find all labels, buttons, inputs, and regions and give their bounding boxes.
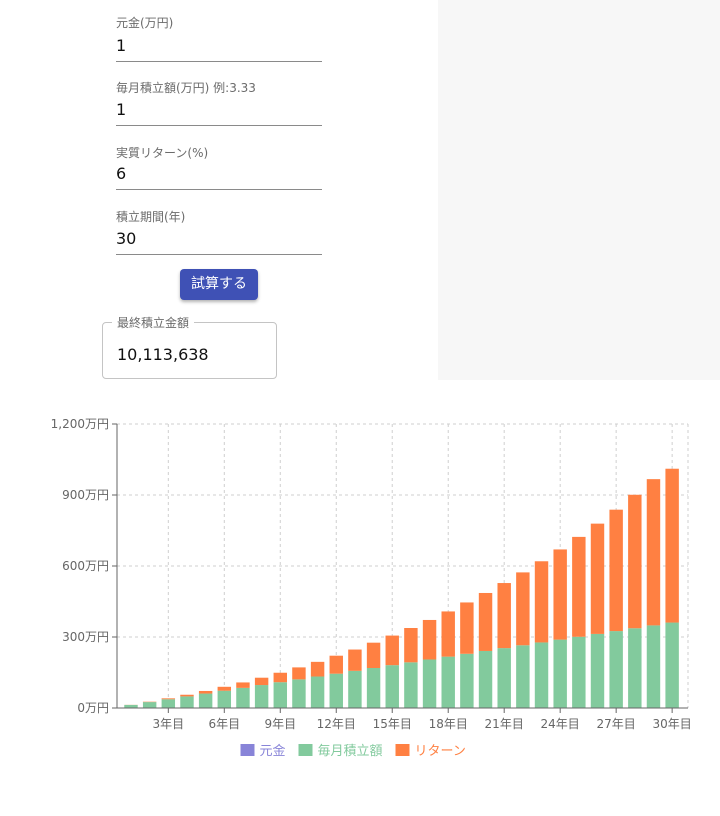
monthly-field[interactable]: 毎月積立額(万円) 例:3.33 1 (116, 77, 322, 126)
bar-return-30 (665, 468, 679, 623)
x-tick-label: 6年目 (208, 717, 240, 731)
bar-return-19 (460, 602, 474, 654)
x-tick-label: 30年目 (652, 717, 691, 731)
bar-monthly-2 (142, 702, 157, 708)
bar-monthly-3 (161, 699, 176, 708)
bar-return-3 (161, 698, 176, 700)
bar-return-22 (516, 572, 530, 646)
bar-monthly-24 (553, 639, 567, 708)
legend-label: リターン (415, 744, 466, 759)
bar-monthly-20 (478, 650, 493, 708)
bar-return-9 (273, 672, 287, 683)
bar-return-27 (609, 509, 623, 632)
bar-monthly-4 (180, 696, 194, 708)
y-tick-label: 0万円 (77, 701, 109, 715)
bar-monthly-12 (329, 673, 343, 708)
bar-return-4 (180, 694, 194, 697)
return-rate-field[interactable]: 実質リターン(%) 6 (116, 142, 322, 190)
bar-monthly-6 (217, 690, 232, 708)
bar-return-20 (478, 592, 493, 651)
bar-return-29 (646, 479, 661, 626)
bar-monthly-29 (646, 625, 661, 708)
period-field[interactable]: 積立期間(年) 30 (116, 206, 322, 255)
bar-monthly-16 (404, 662, 418, 708)
bar-return-10 (292, 667, 306, 680)
x-tick-label: 3年目 (152, 717, 184, 731)
bar-return-6 (217, 686, 232, 691)
bar-monthly-5 (198, 693, 213, 708)
bar-return-12 (329, 655, 343, 674)
legend-swatch (298, 744, 313, 756)
right-panel (438, 0, 720, 380)
bar-monthly-13 (348, 670, 362, 708)
period-label: 積立期間(年) (116, 210, 186, 224)
bar-return-13 (348, 649, 362, 671)
bar-return-11 (310, 661, 325, 677)
principal-label: 元金(万円) (116, 16, 174, 30)
bar-return-18 (441, 611, 455, 657)
bar-return-5 (198, 690, 213, 694)
bar-return-14 (366, 642, 381, 669)
x-tick-label: 27年目 (597, 717, 636, 731)
result-box: 最終積立金額 10,113,638 (102, 314, 277, 379)
y-tick-label: 300万円 (62, 630, 109, 644)
bar-return-28 (628, 494, 642, 629)
period-input[interactable]: 30 (116, 229, 137, 248)
x-tick-label: 18年目 (429, 717, 468, 731)
bar-monthly-23 (534, 642, 549, 708)
bar-monthly-26 (590, 633, 605, 708)
bar-return-23 (534, 561, 549, 643)
bar-monthly-15 (385, 665, 399, 708)
bar-monthly-7 (236, 687, 250, 708)
bar-monthly-19 (460, 653, 474, 708)
principal-field[interactable]: 元金(万円) 1 (116, 12, 322, 62)
bar-monthly-22 (516, 645, 530, 708)
result-value: 10,113,638 (117, 345, 209, 364)
calculate-button[interactable]: 試算する (180, 269, 258, 300)
y-tick-label: 1,200万円 (51, 417, 109, 431)
return-rate-label: 実質リターン(%) (116, 146, 209, 160)
legend-swatch (240, 744, 255, 756)
x-tick-label: 12年目 (317, 717, 356, 731)
bar-monthly-27 (609, 631, 623, 708)
x-tick-label: 24年目 (541, 717, 580, 731)
bar-monthly-9 (273, 682, 287, 708)
bar-return-24 (553, 549, 567, 640)
bar-return-16 (404, 628, 418, 663)
bar-monthly-30 (665, 622, 679, 708)
bar-return-21 (497, 583, 511, 649)
legend-label: 毎月積立額 (318, 743, 383, 759)
monthly-input[interactable]: 1 (116, 100, 127, 119)
principal-input[interactable]: 1 (116, 36, 127, 55)
bar-monthly-8 (254, 685, 269, 708)
result-label: 最終積立金額 (112, 314, 195, 331)
bar-monthly-17 (422, 659, 437, 708)
bar-return-17 (422, 619, 437, 660)
y-tick-label: 900万円 (62, 488, 109, 502)
bar-return-25 (572, 536, 586, 637)
stacked-bar-chart: 0万円 300万円 600万円 900万円 1,200万円 3年目 6年目 9年目 12年目 15… (51, 417, 692, 759)
bar-return-15 (385, 635, 399, 666)
bar-monthly-1 (124, 704, 138, 708)
bar-monthly-25 (572, 636, 586, 708)
legend-swatch (395, 744, 410, 756)
bar-return-7 (236, 682, 250, 688)
y-tick-label: 600万円 (62, 559, 109, 573)
legend-label: 元金 (260, 743, 286, 759)
x-tick-label: 9年目 (264, 717, 296, 731)
bar-monthly-28 (628, 628, 642, 708)
bar-monthly-14 (366, 668, 381, 708)
return-rate-input[interactable]: 6 (116, 164, 127, 183)
bar-monthly-18 (441, 656, 455, 708)
monthly-label: 毎月積立額(万円) 例:3.33 (116, 81, 256, 95)
bar-return-8 (254, 677, 269, 686)
x-tick-label: 15年目 (373, 717, 412, 731)
bar-monthly-21 (497, 648, 511, 708)
x-tick-label: 21年目 (485, 717, 524, 731)
bar-monthly-10 (292, 679, 306, 708)
bar-return-26 (590, 523, 605, 634)
bar-monthly-11 (310, 676, 325, 708)
